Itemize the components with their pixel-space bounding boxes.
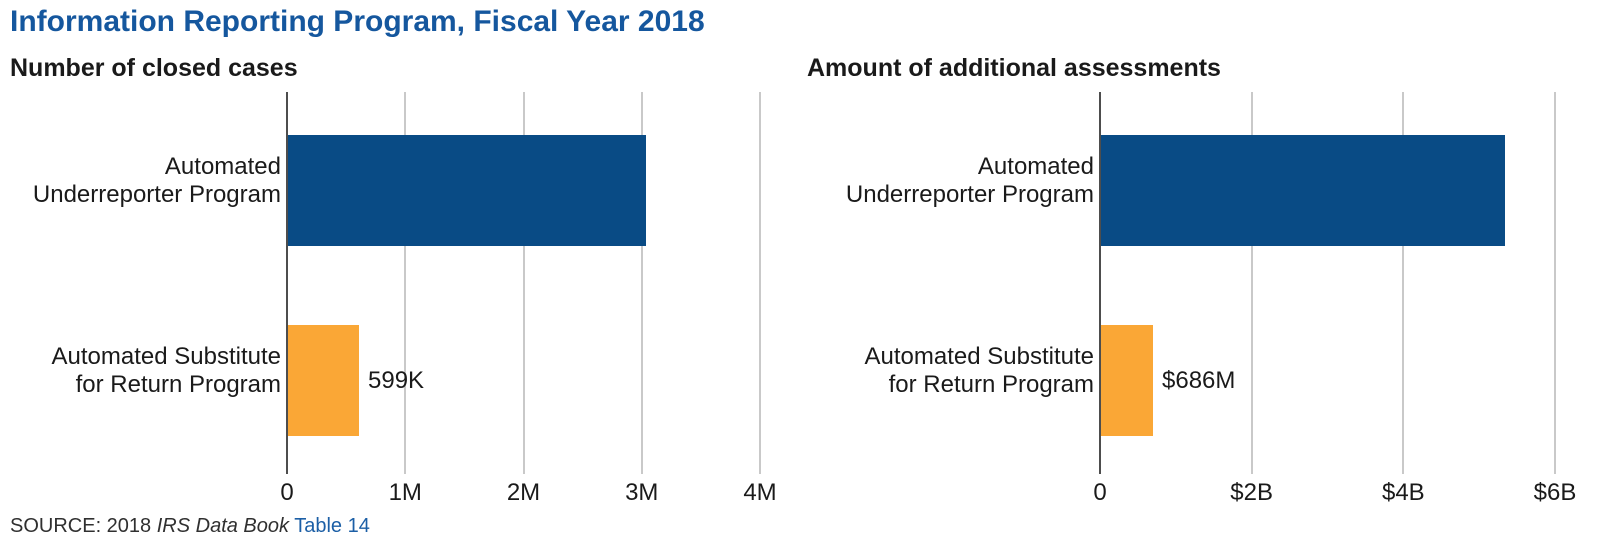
gridline xyxy=(1402,92,1405,474)
source-publication: IRS Data Book xyxy=(156,515,290,537)
x-tick-label: $4B xyxy=(1381,479,1425,506)
value-label: $686M xyxy=(1162,366,1236,394)
x-tick-label: 1M xyxy=(388,479,422,506)
x-tick-label: 4M xyxy=(743,479,777,506)
category-label-line: Underreporter Program xyxy=(32,180,281,208)
source-prefix: SOURCE: 2018 xyxy=(10,515,157,537)
bar-automated-underreporter-program xyxy=(288,135,646,246)
gridline xyxy=(404,92,407,474)
source-table-link[interactable]: Table 14 xyxy=(294,515,370,537)
category-label: Automated Substitute for Return Program xyxy=(814,343,1094,399)
right-chart-subtitle: Amount of additional assessments xyxy=(807,54,1221,82)
x-tick-label: 0 xyxy=(280,479,294,506)
category-label-line: Automated xyxy=(164,152,281,180)
category-label-line: Automated xyxy=(977,152,1094,180)
gridline xyxy=(1554,92,1556,474)
gridline xyxy=(522,92,525,474)
category-label-line: Underreporter Program xyxy=(845,180,1094,208)
value-label: 599K xyxy=(368,366,425,394)
x-tick-label: $2B xyxy=(1230,479,1273,506)
category-label-line: Automated Substitute xyxy=(51,342,281,370)
axis-line xyxy=(1099,92,1101,474)
source-note: SOURCE: 2018 IRS Data Book Table 14 xyxy=(10,513,370,539)
x-tick-label: 0 xyxy=(1093,479,1107,506)
gridline xyxy=(640,92,643,474)
left-chart-subtitle: Number of closed cases xyxy=(10,54,298,82)
x-tick-label: 3M xyxy=(625,479,659,506)
category-label: Automated Underreporter Program xyxy=(1,153,281,209)
bar-automated-substitute-for-return-program xyxy=(1101,325,1153,436)
category-label-line: for Return Program xyxy=(75,370,281,398)
category-label-line: Automated Substitute xyxy=(864,342,1094,370)
page-title: Information Reporting Program, Fiscal Ye… xyxy=(10,5,705,38)
x-tick-label: 2M xyxy=(506,479,541,506)
category-label: Automated Substitute for Return Program xyxy=(1,343,281,399)
bar-automated-underreporter-program xyxy=(1101,135,1505,246)
category-label: Automated Underreporter Program xyxy=(814,153,1094,209)
axis-line xyxy=(286,92,288,474)
gridline xyxy=(1250,92,1253,474)
bar-automated-substitute-for-return-program xyxy=(288,325,359,436)
category-label-line: for Return Program xyxy=(888,370,1094,398)
x-tick-label: $6B xyxy=(1533,479,1577,506)
gridline xyxy=(759,92,761,474)
